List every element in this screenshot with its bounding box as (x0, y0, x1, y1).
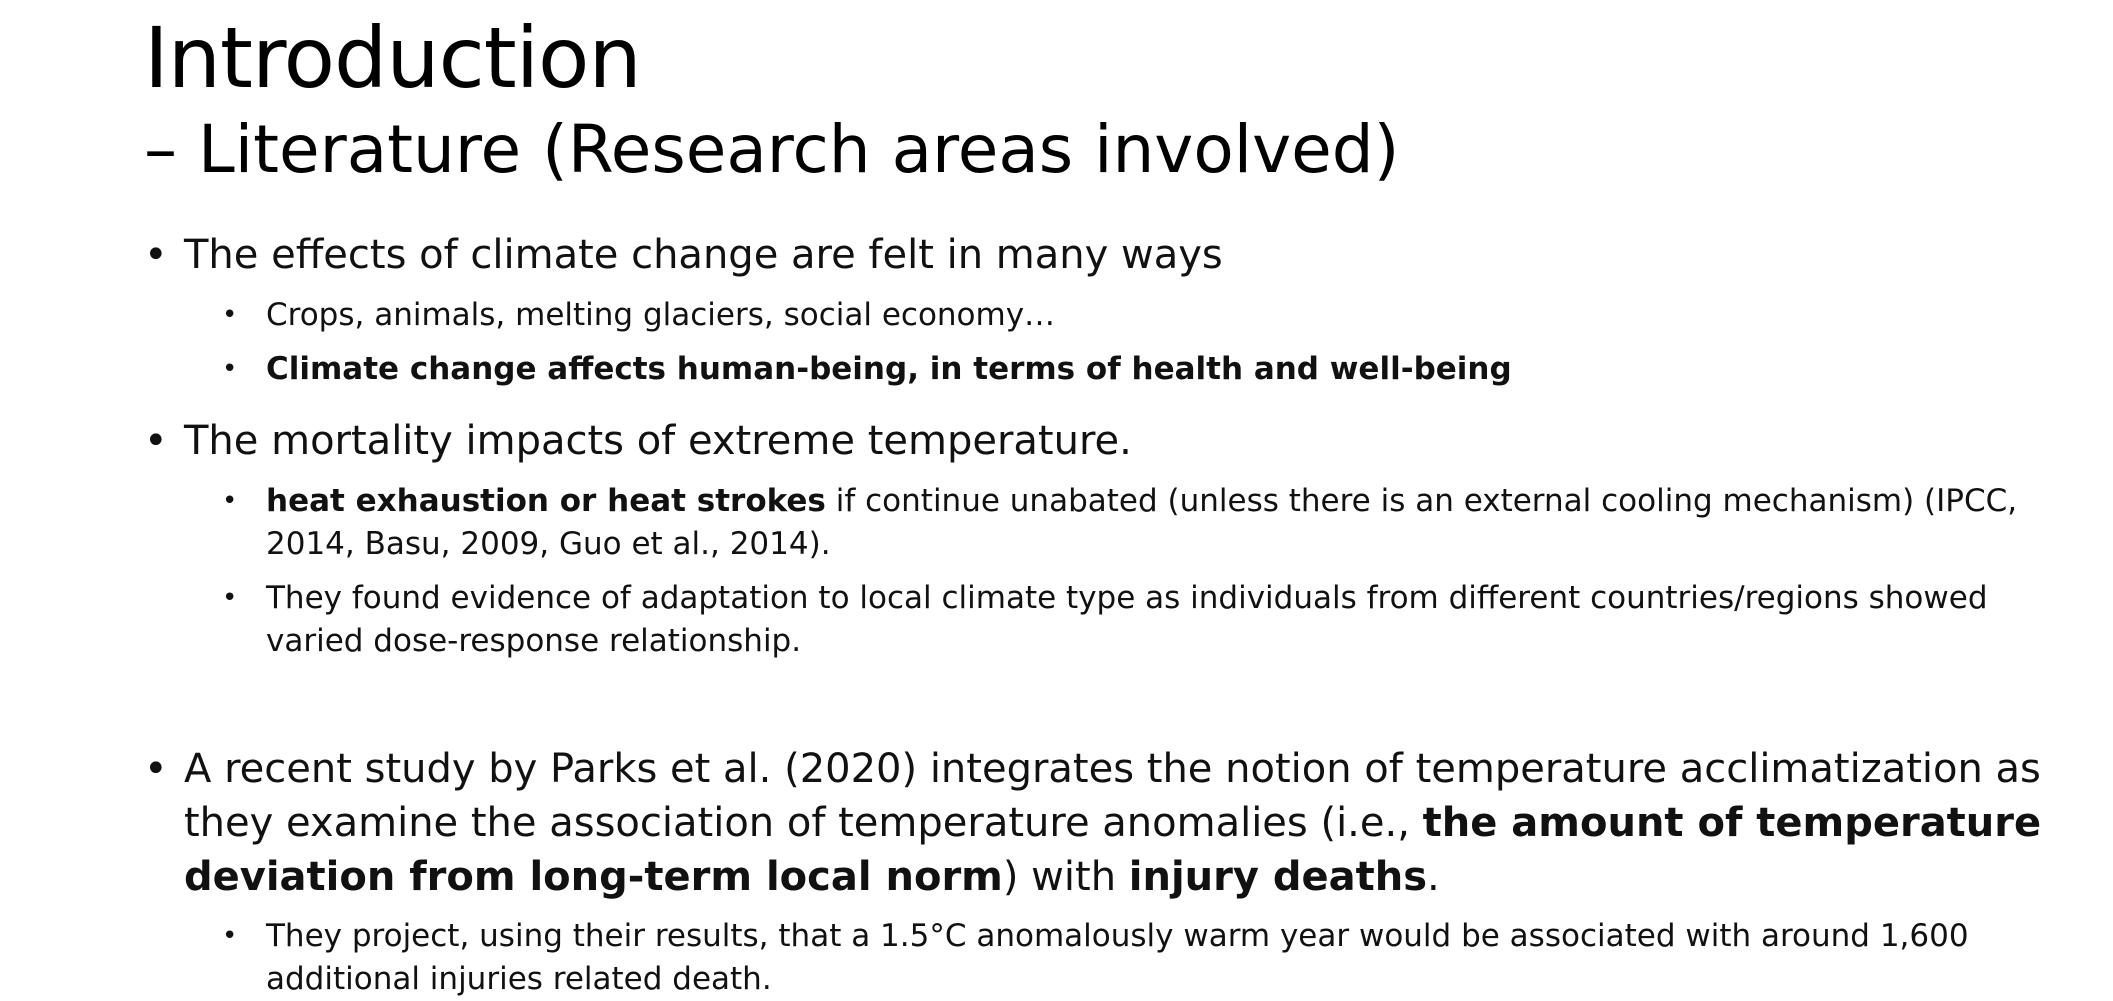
bullet-text: A recent study by Parks et al. (2020) in… (184, 742, 2113, 904)
text-span: ) with (1002, 854, 1129, 900)
bullet-icon: • (222, 583, 238, 613)
text-span: A recent study by Parks et al. (2020) in… (184, 746, 2041, 846)
sub-bullet-text: Climate change affects human-being, in t… (266, 351, 1512, 387)
sub-bullet-text: heat exhaustion or heat strokes if conti… (266, 480, 2066, 566)
text-span: . (1427, 854, 1440, 900)
bold-span: heat exhaustion or heat strokes (266, 483, 826, 519)
bullet-icon: • (222, 486, 238, 516)
bullet-icon: • (144, 232, 168, 278)
bullet-icon: • (222, 354, 238, 384)
text-span: if continue unabated (unless there is an… (266, 483, 2018, 562)
slide-title: Introduction (144, 9, 642, 107)
bullet-icon: • (222, 921, 238, 951)
bullet-icon: • (222, 300, 238, 330)
bullet-text: The mortality impacts of extreme tempera… (184, 418, 1132, 464)
bullet-icon: • (144, 746, 168, 792)
sub-bullet-text: They found evidence of adaptation to loc… (266, 580, 1988, 659)
bullet-icon: • (144, 418, 168, 464)
bold-span: injury deaths (1128, 854, 1428, 900)
sub-bullet-text: Crops, animals, melting glaciers, social… (266, 297, 1056, 333)
sub-bullet-text: They project, using their results, that … (266, 918, 1969, 997)
bullet-text: The effects of climate change are felt i… (184, 232, 1223, 278)
slide-subtitle: – Literature (Research areas involved) (144, 111, 1400, 188)
bold-span: the amount of temperature deviation from… (184, 800, 2042, 900)
